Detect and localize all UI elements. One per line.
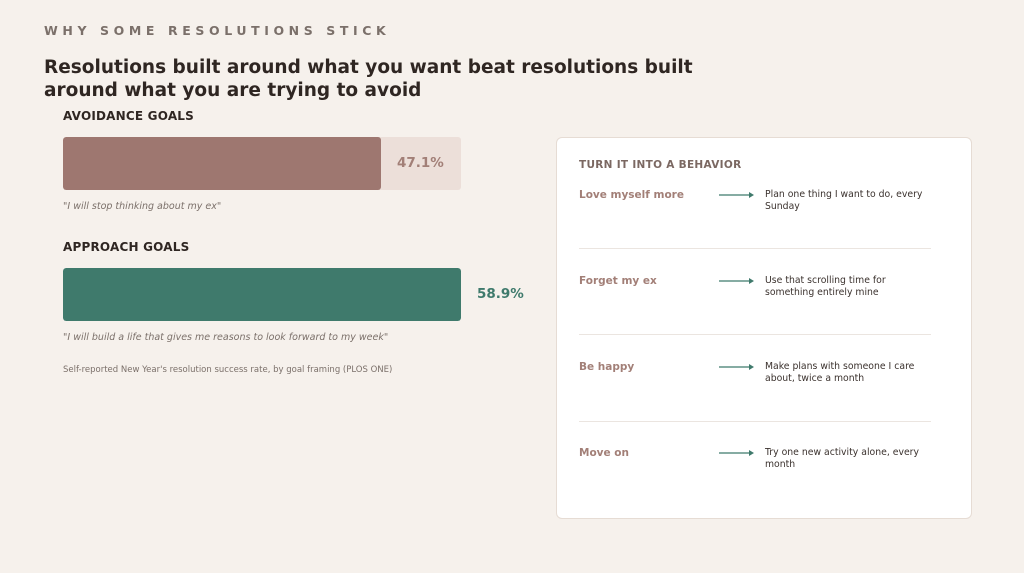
bar-avoidance [63, 137, 381, 190]
quote-avoidance: "I will stop thinking about my ex" [63, 201, 222, 212]
divider [579, 248, 931, 249]
quote-approach: "I will build a life that gives me reaso… [63, 332, 389, 343]
arrow-right-icon [719, 192, 754, 198]
eyebrow-label: WHY SOME RESOLUTIONS STICK [44, 23, 391, 38]
goal-from: Love myself more [579, 189, 684, 201]
goal-to: Use that scrolling time for something en… [765, 275, 886, 298]
behavior-card: TURN IT INTO A BEHAVIOR Love myself more… [556, 137, 972, 519]
goal-from: Forget my ex [579, 275, 657, 287]
bar-approach [63, 268, 461, 321]
goal-to: Plan one thing I want to do, every Sunda… [765, 189, 923, 212]
source-note: Self-reported New Year's resolution succ… [63, 365, 393, 375]
category-label-avoidance: AVOIDANCE GOALS [63, 109, 194, 123]
arrow-right-icon [719, 364, 754, 370]
arrow-right-icon [719, 450, 754, 456]
goal-from: Move on [579, 447, 629, 459]
bar-track-avoidance [63, 137, 461, 190]
goal-to: Try one new activity alone, every month [765, 447, 919, 470]
divider [579, 421, 931, 422]
value-label-avoidance: 47.1% [397, 155, 444, 171]
goal-to: Make plans with someone I care about, tw… [765, 361, 915, 384]
divider [579, 334, 931, 335]
goal-from: Be happy [579, 361, 635, 373]
card-title: TURN IT INTO A BEHAVIOR [579, 159, 742, 171]
headline: Resolutions built around what you want b… [44, 57, 693, 101]
bar-track-approach [63, 268, 461, 321]
arrow-right-icon [719, 278, 754, 284]
category-label-approach: APPROACH GOALS [63, 240, 190, 254]
value-label-approach: 58.9% [477, 286, 524, 302]
